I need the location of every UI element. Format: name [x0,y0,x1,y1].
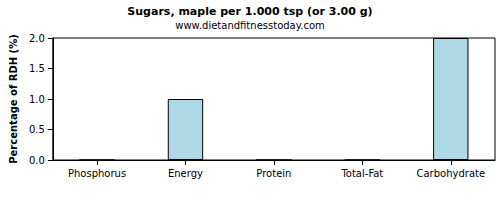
svg-text:1.0: 1.0 [29,94,45,105]
svg-text:Percentage of RDH (%): Percentage of RDH (%) [8,34,19,164]
svg-text:0.5: 0.5 [29,124,45,135]
svg-text:Total-Fat: Total-Fat [340,168,383,179]
svg-text:Energy: Energy [168,168,203,179]
svg-text:0.0: 0.0 [29,155,45,166]
svg-text:1.5: 1.5 [29,63,45,74]
svg-text:www.dietandfitnesstoday.com: www.dietandfitnesstoday.com [175,20,324,31]
svg-text:2.0: 2.0 [29,33,45,44]
svg-text:Phosphorus: Phosphorus [68,168,126,179]
svg-text:Carbohydrate: Carbohydrate [416,168,485,179]
svg-text:Sugars, maple per 1.000 tsp (o: Sugars, maple per 1.000 tsp (or 3.00 g) [127,5,372,18]
svg-text:Protein: Protein [256,168,291,179]
